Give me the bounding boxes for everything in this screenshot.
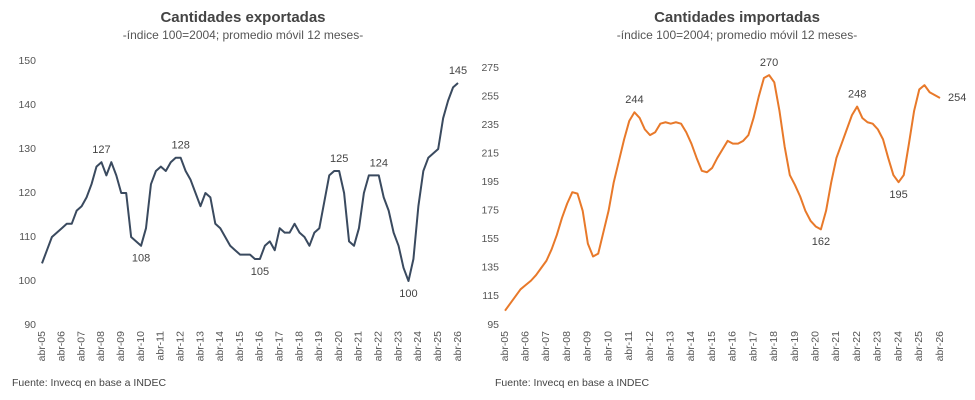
x-tick-label: abr-12 [644, 331, 656, 362]
x-tick-label: abr-26 [452, 331, 464, 362]
x-tick-label: abr-08 [95, 331, 107, 362]
x-tick-label: abr-07 [75, 331, 87, 362]
y-tick-label: 95 [487, 319, 499, 331]
x-tick-label: abr-16 [727, 331, 739, 362]
x-tick-label: abr-15 [706, 331, 718, 362]
x-tick-label: abr-23 [392, 331, 404, 362]
x-tick-label: abr-10 [135, 331, 147, 362]
chart-title: Cantidades importadas [654, 9, 820, 26]
y-tick-label: 115 [482, 290, 499, 302]
y-tick-label: 130 [18, 143, 36, 155]
y-tick-label: 135 [481, 262, 499, 274]
x-tick-label: abr-24 [412, 331, 424, 362]
x-tick-label: abr-12 [174, 331, 186, 362]
value-label: 105 [251, 266, 269, 278]
x-tick-label: abr-18 [293, 331, 305, 362]
x-tick-label: abr-13 [194, 331, 206, 362]
value-label: 108 [132, 253, 150, 265]
x-tick-label: abr-05 [499, 331, 511, 362]
x-tick-label: abr-11 [155, 331, 167, 361]
value-label: 124 [370, 157, 388, 169]
value-label: 127 [92, 144, 110, 156]
y-tick-label: 110 [19, 231, 36, 243]
x-tick-label: abr-23 [872, 331, 884, 362]
x-tick-label: abr-07 [540, 331, 552, 362]
chart-title: Cantidades exportadas [160, 9, 325, 26]
value-label: 195 [889, 189, 907, 201]
y-tick-label: 120 [18, 187, 36, 199]
x-tick-label: abr-22 [851, 331, 863, 362]
value-label: 248 [848, 88, 866, 100]
chart-subtitle: -índice 100=2004; promedio móvil 12 mese… [617, 28, 857, 42]
x-tick-label: abr-19 [313, 331, 325, 362]
data-line [504, 74, 941, 312]
y-tick-label: 175 [481, 205, 499, 217]
x-tick-label: abr-05 [36, 331, 48, 362]
value-label: 128 [171, 140, 189, 152]
data-line [41, 82, 459, 282]
chart-subtitle: -índice 100=2004; promedio móvil 12 mese… [123, 28, 363, 42]
value-label: 162 [812, 236, 830, 248]
y-tick-label: 275 [481, 62, 499, 74]
value-label: 100 [399, 288, 417, 300]
x-tick-label: abr-09 [582, 331, 594, 362]
x-tick-label: abr-18 [768, 331, 780, 362]
x-tick-label: abr-14 [685, 331, 697, 362]
y-tick-label: 255 [481, 90, 499, 102]
x-tick-label: abr-06 [519, 331, 531, 362]
x-tick-label: abr-08 [561, 331, 573, 362]
x-tick-label: abr-21 [830, 331, 842, 362]
y-tick-label: 140 [18, 99, 36, 111]
x-tick-label: abr-19 [789, 331, 801, 362]
x-tick-label: abr-25 [432, 331, 444, 362]
y-tick-label: 100 [18, 275, 36, 287]
x-tick-label: abr-16 [254, 331, 266, 362]
value-label: 125 [330, 153, 348, 165]
x-tick-label: abr-20 [333, 331, 345, 362]
x-tick-label: abr-17 [747, 331, 759, 362]
y-tick-label: 195 [481, 176, 499, 188]
x-tick-label: abr-17 [273, 331, 285, 362]
y-tick-label: 90 [24, 319, 36, 331]
value-label: 254 [948, 92, 966, 104]
y-tick-label: 155 [481, 233, 499, 245]
x-tick-label: abr-20 [809, 331, 821, 362]
x-tick-label: abr-21 [353, 331, 365, 362]
source-note: Fuente: Invecq en base a INDEC [495, 377, 650, 389]
value-label: 145 [449, 65, 467, 77]
x-tick-label: abr-06 [56, 331, 68, 362]
x-tick-label: abr-15 [234, 331, 246, 362]
x-tick-label: abr-24 [892, 331, 904, 362]
y-tick-label: 150 [18, 55, 36, 67]
source-note: Fuente: Invecq en base a INDEC [12, 377, 167, 389]
x-tick-label: abr-11 [623, 331, 635, 361]
x-tick-label: abr-26 [934, 331, 946, 362]
x-tick-label: abr-22 [373, 331, 385, 362]
value-label: 244 [625, 94, 643, 106]
x-tick-label: abr-25 [913, 331, 925, 362]
value-label: 270 [760, 57, 778, 69]
x-tick-label: abr-10 [602, 331, 614, 362]
y-tick-label: 215 [481, 147, 499, 159]
x-tick-label: abr-14 [214, 331, 226, 362]
x-tick-label: abr-13 [664, 331, 676, 362]
x-tick-label: abr-09 [115, 331, 127, 362]
y-tick-label: 235 [481, 119, 499, 131]
